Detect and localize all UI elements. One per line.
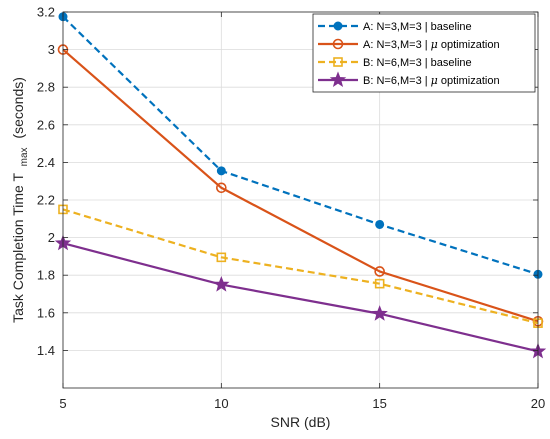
x-axis-label: SNR (dB) — [271, 414, 331, 430]
x-tick-label: 20 — [531, 396, 545, 411]
legend-label-prefix: B: N=6,M=3 | — [363, 75, 431, 87]
legend-item: B: N=6,M=3 | μ optimization — [318, 71, 500, 87]
y-tick-label: 2.4 — [37, 155, 55, 170]
legend-label-suffix: baseline — [431, 57, 472, 69]
series-line — [62, 48, 539, 323]
y-tick-label: 3 — [48, 42, 55, 57]
legend-label: B: N=6,M=3 | μ optimization — [363, 74, 500, 87]
y-axis-label-unit: (seconds) — [10, 77, 26, 138]
legend-label-mu: μ — [431, 74, 438, 87]
legend-label-suffix: baseline — [431, 21, 472, 33]
x-tick-label: 5 — [59, 396, 66, 411]
legend-label: A: N=3,M=3 | baseline — [363, 21, 472, 33]
y-axis-label: Task Completion Time T max (seconds) — [10, 77, 30, 323]
series-line — [62, 208, 539, 325]
y-tick-label: 2.8 — [37, 80, 55, 95]
data-point — [213, 275, 230, 292]
legend-label: B: N=6,M=3 | baseline — [363, 57, 472, 69]
legend-label-suffix: optimization — [438, 75, 500, 87]
y-tick-label: 1.4 — [37, 343, 55, 358]
data-point — [371, 305, 388, 321]
y-tick-label: 1.8 — [37, 268, 55, 283]
y-tick-label: 1.6 — [37, 305, 55, 320]
legend-marker — [329, 71, 347, 87]
data-point — [374, 266, 385, 277]
legend-item: A: N=3,M=3 | μ optimization — [318, 38, 500, 51]
series-line — [62, 15, 539, 276]
axis-ticks: 5 10 15 20 1.4 1.6 1.8 2 2.2 2.4 2.6 2.8 3 3.2 — [37, 5, 545, 412]
legend-label-mu: μ — [431, 38, 438, 51]
series-line — [62, 242, 539, 353]
x-tick-label: 15 — [372, 396, 386, 411]
legend-label: A: N=3,M=3 | μ optimization — [363, 38, 500, 51]
y-tick-label: 2.2 — [37, 193, 55, 208]
legend-marker — [332, 38, 344, 50]
y-tick-label: 2 — [48, 230, 55, 245]
legend-marker — [333, 57, 343, 67]
legend-item: B: N=6,M=3 | baseline — [318, 57, 472, 69]
y-tick-label: 2.6 — [37, 117, 55, 132]
y-axis-label-subscript: max — [19, 147, 30, 166]
data-point — [216, 182, 227, 194]
legend-label-prefix: A: N=3,M=3 | — [363, 39, 431, 51]
y-axis-label-main: Task Completion Time T — [10, 173, 26, 323]
legend-label-suffix: optimization — [438, 39, 500, 51]
data-point — [375, 219, 385, 229]
y-tick-label: 3.2 — [37, 5, 55, 20]
legend-label-prefix: A: N=3,M=3 | — [363, 21, 431, 33]
legend-label-prefix: B: N=6,M=3 | — [363, 57, 431, 69]
legend-item: A: N=3,M=3 | baseline — [318, 21, 472, 33]
data-point — [374, 278, 385, 289]
x-tick-label: 10 — [214, 396, 228, 411]
legend-marker — [333, 21, 343, 31]
data-point — [216, 252, 227, 263]
data-point — [216, 166, 226, 176]
